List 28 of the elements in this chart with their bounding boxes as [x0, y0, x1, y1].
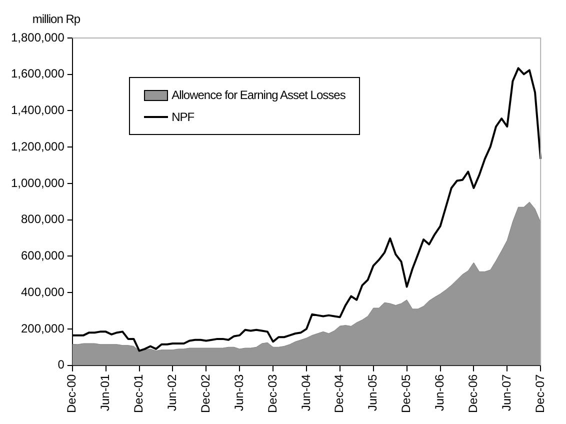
x-tick-label: Dec-01: [132, 374, 146, 414]
y-tick-label: 1,600,000: [10, 66, 65, 81]
y-tick-label: 0: [58, 358, 65, 372]
y-axis-title: million Rp: [32, 12, 80, 26]
x-tick-label: Jun-03: [232, 374, 246, 412]
y-tick-label: 1,400,000: [10, 103, 65, 118]
x-tick-label: Jun-04: [298, 374, 313, 412]
y-tick-label: 800,000: [20, 212, 65, 226]
y-tick-label: 1,800,000: [10, 30, 65, 44]
y-tick-label: 400,000: [20, 284, 65, 299]
x-tick-label: Dec-03: [265, 374, 280, 414]
x-tick-label: Dec-00: [64, 374, 79, 414]
x-tick-label: Jun-07: [499, 374, 514, 412]
x-tick-label: Jun-01: [98, 374, 112, 412]
legend-label: Allowence for Earning Asset Losses: [172, 88, 346, 102]
x-tick-label: Dec-06: [466, 374, 480, 414]
legend-label: NPF: [172, 110, 194, 124]
x-tick-label: Jun-02: [165, 374, 180, 412]
x-tick-label: Dec-07: [532, 374, 547, 414]
x-tick-label: Dec-04: [332, 374, 346, 414]
x-tick-label: Jun-06: [432, 374, 447, 412]
y-tick-label: 1,200,000: [10, 139, 65, 154]
x-tick-label: Dec-05: [399, 374, 414, 414]
y-tick-label: 200,000: [20, 321, 65, 336]
y-tick-label: 600,000: [20, 248, 65, 263]
x-tick-label: Jun-05: [366, 374, 380, 412]
x-tick-label: Dec-02: [198, 374, 212, 414]
y-tick-label: 1,000,000: [10, 176, 65, 190]
